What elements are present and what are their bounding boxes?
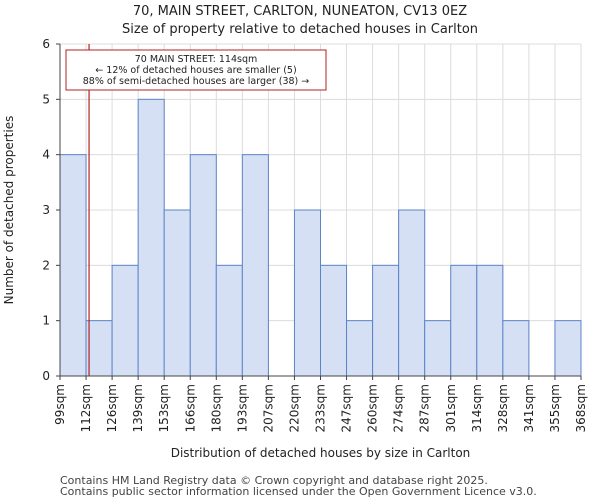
x-tick-label: 301sqm [444, 384, 458, 432]
bar [502, 320, 530, 377]
marker: 70 MAIN STREET: 114sqm← 12% of detached … [65, 44, 327, 376]
annotation-box [65, 49, 327, 91]
x-tick-label: 126sqm [105, 384, 119, 432]
x-tick-label: 247sqm [340, 384, 354, 432]
x-tick-label: 314sqm [470, 384, 484, 432]
bar [372, 264, 400, 377]
annotation-line: 70 MAIN STREET: 114sqm [135, 54, 258, 65]
annotation-line: ← 12% of detached houses are smaller (5) [95, 65, 296, 76]
y-axis-label: Number of detached properties [2, 116, 16, 305]
bar [424, 320, 452, 377]
bar [189, 154, 217, 377]
x-tick-label: 153sqm [157, 384, 171, 432]
bar [241, 154, 269, 377]
bar [163, 209, 191, 377]
bar [111, 264, 139, 377]
x-axis-label: Distribution of detached houses by size … [171, 446, 471, 460]
y-tick-label: 2 [42, 258, 50, 272]
bar [554, 320, 582, 377]
chart-subtitle: Size of property relative to detached ho… [121, 22, 479, 37]
x-tick-label: 139sqm [131, 384, 145, 432]
x-tick-label: 274sqm [392, 384, 406, 432]
x-tick-label: 368sqm [574, 384, 588, 432]
x-tick-label: 166sqm [183, 384, 197, 432]
x-tick-label: 207sqm [261, 384, 275, 432]
bar [346, 320, 374, 377]
y-tick-label: 6 [42, 37, 50, 51]
bar [59, 154, 87, 377]
bar [293, 209, 322, 377]
bar [85, 320, 113, 377]
x-tick-label: 112sqm [79, 384, 93, 432]
footer-line-1: Contains HM Land Registry data © Crown c… [60, 474, 488, 487]
x-tick-label: 220sqm [287, 384, 301, 432]
x-tick-label: 233sqm [314, 384, 328, 432]
axes: 0 1 2 3 4 5 6 99sqm 112sqm 126sqm 139sqm 153sqm 166s… [42, 37, 588, 432]
y-tick-label: 3 [42, 203, 50, 217]
bars [59, 98, 582, 377]
x-tick-label: 193sqm [235, 384, 249, 432]
x-tick-label: 328sqm [496, 384, 510, 432]
y-tick-label: 0 [42, 369, 50, 383]
annotation-line: 88% of semi-detached houses are larger (… [83, 76, 310, 87]
chart-title: 70, MAIN STREET, CARLTON, NUNEATON, CV13… [132, 4, 468, 19]
x-tick-label: 355sqm [548, 384, 562, 432]
bar [215, 264, 243, 377]
bar [476, 264, 504, 377]
x-tick-label: 99sqm [53, 384, 67, 425]
bar [137, 98, 165, 377]
x-tick-label: 180sqm [209, 384, 223, 432]
bar [398, 209, 426, 377]
bar [450, 264, 478, 377]
x-tick-label: 341sqm [522, 384, 536, 432]
x-tick-label: 287sqm [418, 384, 432, 432]
footer-line-2: Contains public sector information licen… [60, 485, 537, 498]
y-tick-label: 5 [42, 92, 50, 106]
x-tick-label: 260sqm [366, 384, 380, 432]
bar [320, 264, 348, 377]
y-tick-label: 1 [42, 314, 50, 328]
y-tick-label: 4 [42, 148, 50, 162]
